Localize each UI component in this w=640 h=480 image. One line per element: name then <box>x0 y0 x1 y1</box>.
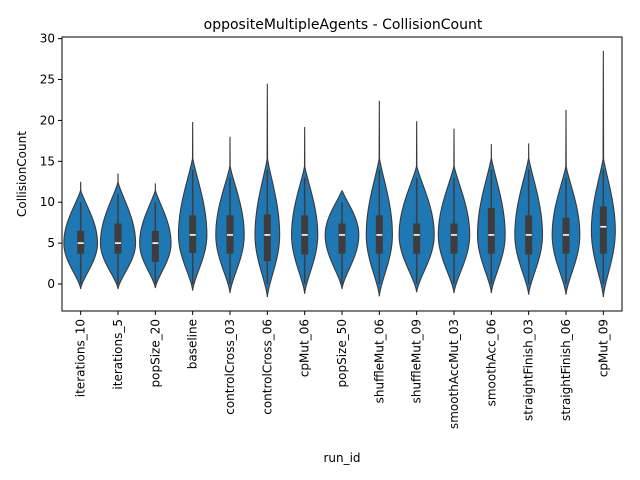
x-axis-label: run_id <box>323 451 360 465</box>
violin-box <box>189 215 197 253</box>
violin-iterations_10 <box>63 181 99 289</box>
violin-box <box>338 223 346 254</box>
violin-controlCross_03 <box>215 136 245 294</box>
y-tick-label: 30 <box>40 32 55 46</box>
y-tick-label: 15 <box>40 154 55 168</box>
violin-box <box>413 223 421 254</box>
x-tick-label: shuffleMut_06 <box>372 319 386 403</box>
x-tick-label: popSize_20 <box>148 319 162 387</box>
x-tick-label: straightFinish_03 <box>522 319 536 421</box>
chart-title: oppositeMultipleAgents - CollisionCount <box>204 17 483 33</box>
violin-shuffleMut_06 <box>365 100 393 297</box>
x-tick-label: shuffleMut_09 <box>410 319 424 403</box>
x-tick-label: smoothAccMut_03 <box>447 319 461 429</box>
violin-cpMut_09 <box>590 50 616 298</box>
y-tick-label: 20 <box>40 113 55 127</box>
y-tick-label: 0 <box>47 277 55 291</box>
violin-box <box>151 230 159 262</box>
x-tick-label: iterations_5 <box>111 319 125 390</box>
violin-straightFinish_03 <box>514 143 544 295</box>
violin-box <box>450 223 458 254</box>
violin-shuffleMut_09 <box>398 121 435 293</box>
violin-box <box>263 214 271 262</box>
x-tick-label: cpMut_06 <box>298 319 312 377</box>
x-tick-label: straightFinish_06 <box>559 319 573 421</box>
y-axis: 0 5 10 15 20 25 30 <box>40 32 62 291</box>
x-tick-label: cpMut_09 <box>596 319 610 377</box>
y-axis-label: CollisionCount <box>15 131 29 217</box>
x-tick-label: smoothAcc_06 <box>484 319 498 406</box>
x-tick-label: controlCross_06 <box>260 319 274 415</box>
violin-cpMut_06 <box>291 126 319 294</box>
violin-box <box>77 230 85 254</box>
y-tick-label: 25 <box>40 73 55 87</box>
violin-smoothAccMut_03 <box>437 128 471 294</box>
violin-box <box>487 207 495 254</box>
y-tick-label: 10 <box>40 195 55 209</box>
violin-smoothAcc_06 <box>476 144 506 294</box>
x-tick-label: iterations_10 <box>74 319 88 397</box>
violin-controlCross_06 <box>254 83 281 298</box>
violin-straightFinish_06 <box>551 109 581 295</box>
y-tick-label: 5 <box>47 236 55 250</box>
x-tick-label: popSize_50 <box>335 319 349 387</box>
violin-popSize_50 <box>324 189 360 289</box>
x-axis: iterations_10 iterations_5 popSize_20 basel… <box>74 311 610 429</box>
violin-box <box>599 206 607 254</box>
violin-box <box>114 223 122 254</box>
violin-iterations_5 <box>99 173 137 290</box>
plot-area <box>63 50 616 298</box>
x-tick-label: baseline <box>186 319 200 369</box>
violin-box <box>562 217 570 254</box>
violin-baseline <box>177 122 208 291</box>
violin-popSize_20 <box>139 183 172 289</box>
x-tick-label: controlCross_03 <box>223 319 237 415</box>
